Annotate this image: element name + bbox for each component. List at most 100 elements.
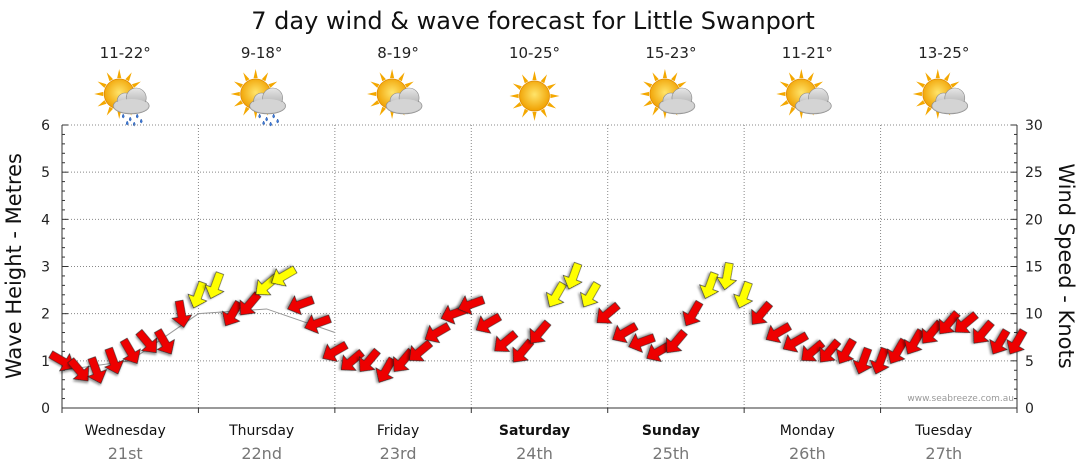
wind-arrow [187,280,208,309]
sun-ray [268,81,278,88]
wind-arrow [819,338,842,363]
wind-arrow-shape [972,319,995,344]
wind-arrow [545,281,567,308]
wind-arrow [287,295,315,316]
wave-height-line [61,308,336,371]
sun-cloud-rain-icon [230,69,286,127]
wind-arrow-shape [135,329,158,354]
sun-ray [404,81,414,88]
wind-arrow [86,356,108,384]
left-tick-label: 6 [41,118,50,134]
wind-arrow [852,346,873,375]
wind-arrow-shape [801,339,826,362]
wind-arrow-shape [359,347,381,372]
wind-arrow-shape [48,350,75,372]
sun-ray [233,100,243,107]
right-tick-label: 15 [1025,260,1043,276]
wind-arrow-shape [954,311,979,334]
wind-arrow-shape [782,331,809,353]
credit-text: www.seabreeze.com.au [907,394,1014,404]
wind-arrow-shape [869,346,890,375]
sun-ray [125,72,132,82]
day-date: 21st [108,444,143,463]
sun-ray [379,72,386,82]
wind-arrow [322,341,349,362]
wind-arrow [424,322,451,344]
temperature-range: 11-22° [100,44,151,62]
wind-arrow-shape [239,291,262,316]
wind-arrow-shape [529,319,552,344]
temperature-range: 9-18° [241,44,283,62]
sun-ray [97,81,107,88]
wind-arrow [104,346,125,375]
wind-arrow [596,301,621,324]
sun-ray [643,81,653,88]
day-name: Wednesday [85,423,166,439]
wind-arrow [938,310,961,335]
wind-arrow [204,271,225,299]
wind-arrow [751,300,774,325]
wind-arrow [699,271,720,299]
wind-arrow [666,329,688,354]
wind-arrow-shape [424,322,451,344]
wind-arrow [375,356,397,383]
sun-ray [253,69,258,79]
sun-disc [519,80,550,112]
wind-arrow [733,280,754,309]
sun-ray [779,81,789,88]
sun-ray [532,111,537,121]
left-tick-label: 3 [41,260,50,276]
rain-drop [139,118,143,124]
wind-arrow [512,338,535,363]
wind-arrow-shape [119,337,141,364]
sun-ray [925,106,932,116]
cloud-base [114,99,149,113]
cloud [795,87,832,115]
sun-cloud-icon [639,69,696,119]
grid [62,124,1017,408]
wind-arrow-shape [409,339,434,362]
wind-arrow [869,346,890,375]
day-date: 22nd [241,444,282,463]
left-tick-label: 4 [41,212,50,228]
sun-ray [509,93,519,99]
wind-arrow-shape [187,280,208,309]
sun-ray [522,108,529,118]
wind-arrow [494,330,519,352]
wind-arrow-shape [835,337,857,364]
wind-arrow-shape [751,300,774,325]
right-tick-label: 25 [1025,165,1043,181]
sun-ray [367,91,377,97]
wind-arrow [393,347,415,372]
wind-arrow-shape [562,261,583,290]
cloud-base [796,99,831,113]
cloud [112,87,150,115]
wind-arrow [646,341,673,362]
left-axis-title: Wave Height - Metres [2,153,26,379]
wind-arrow [457,295,486,316]
wind-arrow [529,319,552,344]
wind-arrow-shape [666,329,688,354]
sun-cloud-icon [912,69,969,119]
wind-arrow-shape [1006,328,1028,355]
temperature-range: 8-19° [377,44,419,62]
wind-arrow-shape [375,356,397,383]
wind-arrow [304,313,332,335]
wind-arrow-shape [204,271,225,299]
wind-arrow-shape [512,338,535,363]
sun-cloud-icon [367,69,423,119]
day-name: Thursday [228,423,294,439]
wind-arrow-shape [989,328,1011,355]
right-tick-label: 10 [1025,307,1043,323]
sun-ray [943,72,951,82]
wind-arrow [835,337,857,364]
wind-arrow [782,331,809,353]
day-name: Friday [377,423,419,439]
wind-arrow-shape [628,332,656,353]
sun-ray [779,100,789,107]
left-tick-label: 5 [41,165,50,181]
wind-arrow [628,332,656,353]
sun-ray [94,91,104,97]
wind-arrow-shape [921,319,944,344]
sun-ray [662,69,668,79]
